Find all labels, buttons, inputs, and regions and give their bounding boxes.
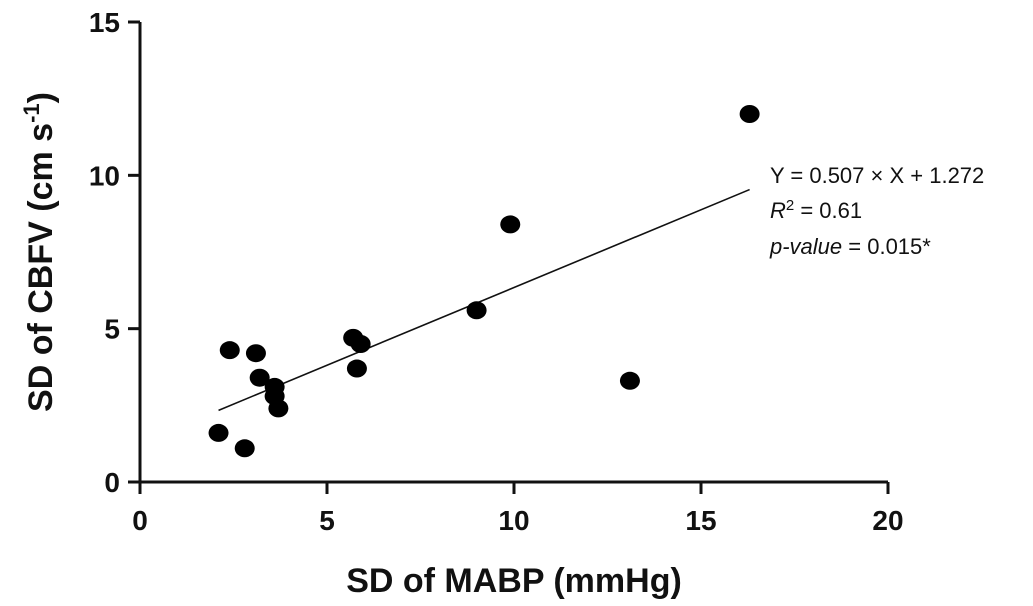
x-axis-title: SD of MABP (mmHg) xyxy=(346,562,682,600)
data-point xyxy=(739,105,760,123)
y-tick-label: 0 xyxy=(104,467,120,498)
y-tick-label: 15 xyxy=(89,7,120,38)
data-point xyxy=(249,368,270,387)
y-axis-title: SD of CBFV (cm s-1) xyxy=(19,92,60,412)
r-squared-sup: 2 xyxy=(786,197,794,214)
y-tick-label: 5 xyxy=(104,314,120,345)
p-value-value: = 0.015* xyxy=(842,234,931,259)
x-tick-label: 0 xyxy=(132,505,148,536)
data-point xyxy=(466,301,487,320)
p-value-symbol: p-value xyxy=(769,234,842,259)
p-value-label: p-value = 0.015* xyxy=(769,234,931,259)
data-point xyxy=(208,423,229,442)
regression-annotations: Y = 0.507 × X + 1.272 R2 = 0.61 p-value … xyxy=(769,163,984,259)
data-points xyxy=(208,105,760,458)
y-tick-label: 10 xyxy=(89,160,120,191)
r-squared-value: = 0.61 xyxy=(794,198,862,223)
ticks: 0 5 10 15 20 0 5 10 15 xyxy=(89,7,904,536)
regression-line xyxy=(218,188,750,412)
y-axis-title-sup: -1 xyxy=(19,103,44,123)
data-point xyxy=(268,399,289,418)
y-axis-title-suffix: ) xyxy=(22,92,60,103)
y-axis-title-main: SD of CBFV (cm s xyxy=(22,123,60,412)
data-point xyxy=(346,359,367,378)
x-tick-label: 5 xyxy=(319,505,335,536)
data-point xyxy=(234,439,255,458)
data-point xyxy=(350,335,371,353)
data-point xyxy=(619,371,640,390)
regression-group xyxy=(218,188,750,412)
data-point xyxy=(245,344,266,363)
r-squared-symbol: R xyxy=(770,198,786,223)
x-tick-label: 20 xyxy=(872,505,903,536)
x-tick-label: 10 xyxy=(498,505,529,536)
x-tick-label: 15 xyxy=(685,505,716,536)
r-squared-label: R2 = 0.61 xyxy=(770,197,862,223)
data-point xyxy=(219,341,240,360)
equation-label: Y = 0.507 × X + 1.272 xyxy=(770,163,984,188)
data-point xyxy=(500,215,521,234)
